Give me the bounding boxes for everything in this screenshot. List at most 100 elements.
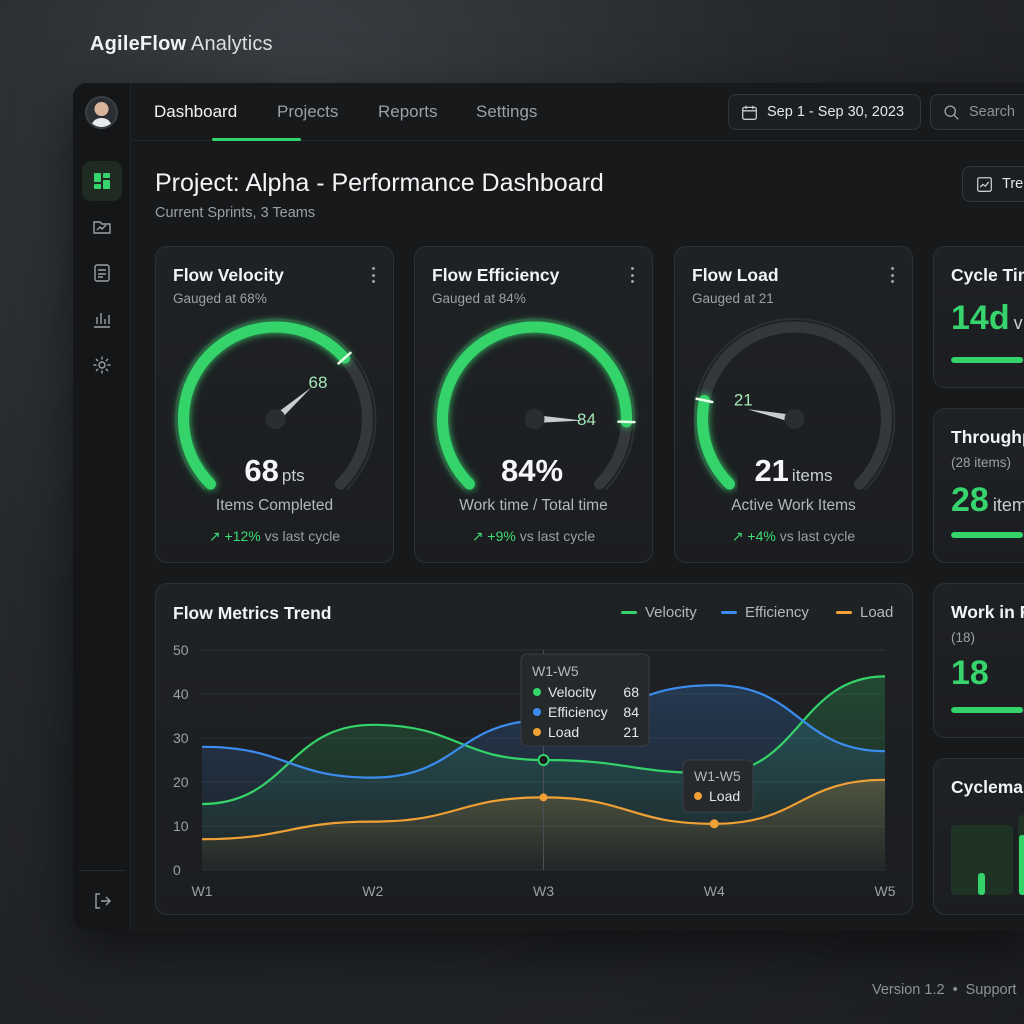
cyclemap-bar [978,873,985,895]
y-tick-label: 20 [173,774,189,790]
tooltip-dot [694,792,702,800]
trend-chart-icon [977,176,992,192]
tab-settings[interactable]: Settings [476,102,538,121]
tooltip-label: Efficiency [548,704,608,720]
gauge-caption: Work time / Total time [459,497,608,514]
cyclemap-title: Cyclemap [951,777,1024,797]
trend-up-icon: ↗ [208,528,225,544]
tab-projects[interactable]: Projects [277,102,339,121]
gauge-value-number: 21 [754,453,789,488]
date-range-label: Sep 1 - Sep 30, 2023 [767,104,905,120]
gauge-card-velocity: Flow Velocity Gauged at 68% 68 68 pts Ite… [155,246,394,563]
gauge-dial: 68 [174,318,377,491]
gauge-value-number: 84% [500,453,564,488]
date-range-picker[interactable]: Sep 1 - Sep 30, 2023 [728,94,921,130]
app-window: Dashboard Projects Reports Settings Sep … [73,83,1024,931]
tab-dashboard[interactable]: Dashboard [154,102,238,121]
y-tick-label: 50 [173,642,189,658]
tooltip-label: Load [548,724,579,740]
trend-up-icon: ↗ [471,528,488,544]
wip-subtitle: (18) [951,630,976,645]
more-options-icon[interactable] [371,267,375,283]
support-link[interactable]: Support [965,982,1017,998]
gauge-tick [695,397,714,404]
cycle-time-title: Cycle Time [951,265,1024,285]
gauge-needle [747,409,796,423]
gauge-outer-ring [174,318,377,491]
x-tick-label: W1 [192,883,213,899]
more-options-icon[interactable] [630,267,634,283]
more-options-icon[interactable] [890,267,894,283]
trend-button[interactable]: Trend [962,166,1024,202]
tooltip-label: Velocity [548,684,596,700]
gauge-value-number: 68 [244,453,279,488]
tab-reports[interactable]: Reports [378,102,438,121]
dashboard-icon[interactable] [82,161,122,201]
footer: Version 1.2 • Support [872,982,1016,998]
gauge-title: Flow Load [692,265,779,285]
page-title: Project: Alpha - Performance Dashboard [155,169,604,197]
wip-value: 18 [951,654,989,692]
calendar-icon [742,105,757,120]
logout-icon[interactable] [82,881,122,921]
report-icon[interactable] [82,253,122,293]
page-subtitle: Current Sprints, 3 Teams [155,205,316,221]
gauge-needle [534,415,583,423]
gauge-subtitle: Gauged at 21 [692,291,774,306]
chart-tooltip-small: W1-W5 Load [682,759,754,813]
gauge-value: 21 items [675,453,912,489]
gauge-fill [178,321,351,490]
search-input[interactable]: Search [930,94,1024,130]
gauge-delta: ↗ +12% vs last cycle [156,528,393,545]
gauge-title: Flow Velocity [173,265,284,285]
cycle-time-value: 14d v [951,299,1023,338]
gauge-outer-ring [693,318,896,491]
gauge-hub [265,409,286,429]
legend-velocity[interactable]: Velocity [621,604,697,621]
gauge-needle-label: 84 [577,410,596,429]
gauge-dial: 21 [693,318,896,491]
footer-dot: • [952,982,958,998]
data-point [537,754,550,766]
legend-load[interactable]: Load [836,604,893,621]
flow-metrics-trend-card: Flow Metrics Trend Velocity Efficiency L… [155,583,913,915]
y-tick-label: 40 [173,686,189,702]
trend-chart[interactable]: 50 40 30 20 10 0 W1 W2 W3 W4 W5 W1-W5 Velocity 68 Effi… [156,584,914,916]
gauge-needle-label: 68 [309,373,328,392]
cycle-time-bar [951,357,1024,363]
sidebar-divider [79,870,125,871]
top-nav: Dashboard Projects Reports Settings Sep … [131,83,1024,141]
x-tick-label: W3 [533,883,554,899]
bar-chart-icon[interactable] [82,299,122,339]
wip-bar-fill [951,707,1023,713]
gauge-subtitle: Gauged at 68% [173,291,267,306]
avatar[interactable] [85,96,118,129]
gauge-title: Flow Efficiency [432,265,560,285]
legend-swatch [721,611,737,614]
legend-efficiency[interactable]: Efficiency [721,604,809,621]
tooltip-title: W1-W5 [694,768,741,784]
settings-icon[interactable] [82,345,122,385]
legend-label: Load [860,604,894,621]
tooltip-dot [533,708,541,716]
gauge-needle-label: 21 [734,390,753,409]
gauge-card-efficiency: Flow Efficiency Gauged at 84% 84 84% Wor… [414,246,653,563]
gauge-delta-text: vs last cycle [519,528,596,544]
gauge-delta: ↗ +4% vs last cycle [675,528,912,545]
gauge-subtitle: Gauged at 84% [432,291,526,306]
gauge-caption: Active Work Items [731,497,856,514]
throughput-number: 28 [951,481,989,519]
cycle-time-bar-fill [951,357,1023,363]
tooltip-value: 84 [623,704,639,720]
folder-chart-icon[interactable] [82,207,122,247]
active-tab-indicator [212,138,301,141]
brand-name-rest: Analytics [190,33,273,55]
chart-tooltip: W1-W5 Velocity 68 Efficiency 84 Load 21 [520,653,650,747]
cyclemap-card: Cyclemap [933,758,1024,915]
cycle-time-unit: v [1013,313,1023,333]
x-tick-label: W2 [362,883,383,899]
wip-card: Work in Progress (18) 18 [933,583,1024,738]
cycle-time-number: 14d [951,299,1010,337]
version-label: Version 1.2 [872,982,945,998]
